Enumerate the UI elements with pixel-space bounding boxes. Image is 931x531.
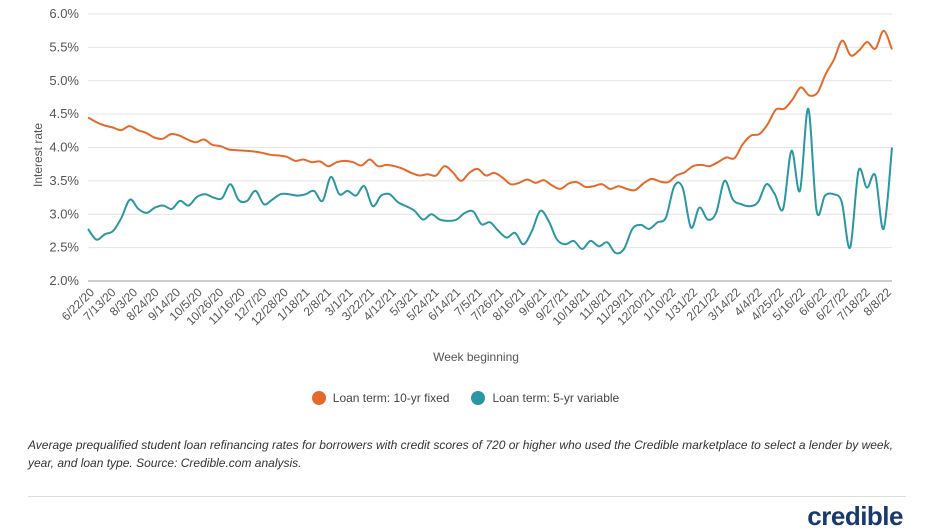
y-tick-label: 4.0% [49,140,79,155]
y-tick-label: 5.5% [49,39,79,54]
legend-swatch-variable [471,391,486,405]
y-tick-label: 2.5% [49,240,79,255]
credible-logo: credible [807,501,903,531]
series-line-10yr-fixed [87,29,893,192]
y-tick-label: 4.5% [49,106,79,121]
divider [28,496,906,497]
y-tick-label: 3.0% [49,206,79,221]
chart-caption: Average prequalified student loan refina… [28,438,893,470]
series-lines [87,29,893,255]
gridlines [88,13,892,282]
y-tick-label: 6.0% [49,6,79,21]
legend-swatch-fixed [311,391,326,405]
y-tick-label: 3.5% [49,173,79,188]
y-tick-label: 5.0% [49,73,79,88]
x-axis-ticks: 6/22/207/13/208/3/208/24/209/14/2010/5/2… [59,285,894,328]
legend-label-fixed: Loan term: 10-yr fixed [332,391,450,405]
legend-item-fixed: Loan term: 10-yr fixed [311,391,450,405]
line-chart: 2.0% 2.5% 3.0% 3.5% 4.0% 4.5% 5.0% 5.5% 6.0% 6/2… [31,6,894,364]
legend: Loan term: 10-yr fixed Loan term: 5-yr v… [0,391,931,405]
y-tick-label: 2.0% [49,273,79,288]
y-axis-ticks: 2.0% 2.5% 3.0% 3.5% 4.0% 4.5% 5.0% 5.5% 6.0% [49,6,79,288]
legend-label-variable: Loan term: 5-yr variable [492,391,620,405]
series-line-5yr-variable [87,107,893,255]
x-axis-title: Week beginning [433,350,519,364]
legend-item-variable: Loan term: 5-yr variable [471,391,619,405]
y-axis-title: Interest rate [31,123,45,187]
